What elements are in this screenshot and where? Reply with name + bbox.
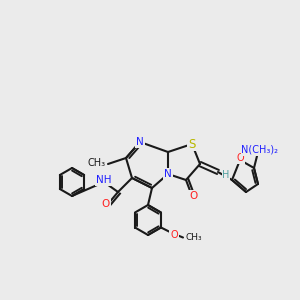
Text: CH₃: CH₃ <box>186 233 202 242</box>
Text: CH₃: CH₃ <box>88 158 106 168</box>
Text: O: O <box>236 153 244 163</box>
Text: O: O <box>189 191 197 201</box>
Text: O: O <box>102 199 110 209</box>
Text: N: N <box>136 137 144 147</box>
Text: H: H <box>222 170 230 180</box>
Text: N: N <box>164 169 172 179</box>
Text: S: S <box>188 137 196 151</box>
Text: O: O <box>170 230 178 239</box>
Text: N(CH₃)₂: N(CH₃)₂ <box>242 145 278 155</box>
Text: NH: NH <box>96 175 112 185</box>
